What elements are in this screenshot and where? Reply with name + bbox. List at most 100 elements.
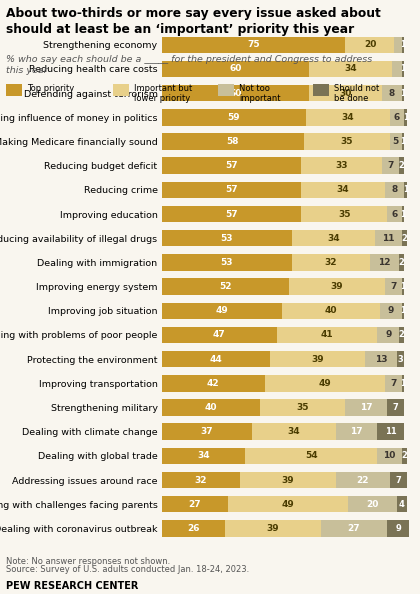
Bar <box>162 109 306 125</box>
Text: 6: 6 <box>394 113 400 122</box>
Text: 27: 27 <box>348 524 360 533</box>
Bar <box>282 302 380 319</box>
Text: 9: 9 <box>395 524 401 533</box>
Text: PEW RESEARCH CENTER: PEW RESEARCH CENTER <box>6 581 139 591</box>
Text: Not too
important: Not too important <box>239 84 281 103</box>
Bar <box>402 85 404 102</box>
Text: 7: 7 <box>388 161 394 170</box>
Text: 35: 35 <box>341 137 353 146</box>
Text: 1: 1 <box>400 137 406 146</box>
Bar <box>348 496 397 513</box>
Bar <box>402 448 407 464</box>
Text: 1: 1 <box>400 379 406 388</box>
Text: 59: 59 <box>228 113 240 122</box>
Text: 9: 9 <box>385 330 391 340</box>
Bar <box>291 230 375 247</box>
Bar <box>162 496 228 513</box>
Bar <box>277 327 377 343</box>
Text: 32: 32 <box>325 258 337 267</box>
Text: 35: 35 <box>338 210 350 219</box>
Bar <box>390 472 407 488</box>
Bar <box>375 230 402 247</box>
Bar <box>397 351 404 367</box>
Bar <box>382 85 402 102</box>
Bar <box>345 37 394 53</box>
Bar <box>365 351 397 367</box>
Text: 17: 17 <box>360 403 373 412</box>
Bar <box>392 61 402 77</box>
Bar <box>397 496 407 513</box>
Bar <box>387 399 404 416</box>
Text: 54: 54 <box>305 451 318 460</box>
Text: 49: 49 <box>215 307 228 315</box>
Bar <box>162 375 265 391</box>
Bar <box>387 520 409 536</box>
Bar <box>402 61 404 77</box>
Text: 42: 42 <box>207 379 220 388</box>
Bar <box>162 279 289 295</box>
Bar <box>402 37 404 53</box>
Bar <box>402 375 404 391</box>
Text: 35: 35 <box>297 403 309 412</box>
Bar <box>385 375 402 391</box>
Text: 40: 40 <box>205 403 217 412</box>
Text: 9: 9 <box>388 307 394 315</box>
Text: 12: 12 <box>378 258 391 267</box>
Text: 34: 34 <box>288 427 300 436</box>
Text: 34: 34 <box>327 233 339 243</box>
Text: 37: 37 <box>201 427 213 436</box>
Text: Top priority: Top priority <box>27 84 75 93</box>
Text: Source: Survey of U.S. adults conducted Jan. 18-24, 2023.: Source: Survey of U.S. adults conducted … <box>6 565 249 574</box>
Bar <box>162 206 302 222</box>
Bar <box>402 133 404 150</box>
Bar <box>162 327 277 343</box>
Text: 2: 2 <box>402 451 407 460</box>
Bar <box>226 520 321 536</box>
Text: 58: 58 <box>226 137 239 146</box>
Bar <box>399 157 404 174</box>
Text: 57: 57 <box>225 185 238 194</box>
Text: 34: 34 <box>337 185 349 194</box>
Bar <box>162 302 282 319</box>
Text: Should not
be done: Should not be done <box>334 84 379 103</box>
Text: 8: 8 <box>389 89 395 97</box>
Text: 2: 2 <box>399 258 405 267</box>
Text: 4: 4 <box>399 500 405 509</box>
Text: 34: 34 <box>197 451 210 460</box>
Text: 11: 11 <box>382 233 394 243</box>
Bar <box>162 520 226 536</box>
Text: Note: No answer responses not shown.: Note: No answer responses not shown. <box>6 557 171 566</box>
Bar <box>370 254 399 271</box>
Bar <box>336 472 390 488</box>
Bar <box>162 399 260 416</box>
Text: % who say each should be a _____ for the president and Congress to address
this : % who say each should be a _____ for the… <box>6 55 373 75</box>
Bar <box>291 254 370 271</box>
Text: 7: 7 <box>390 282 396 291</box>
Bar <box>162 351 270 367</box>
Bar <box>385 182 404 198</box>
Text: 26: 26 <box>187 524 200 533</box>
Text: 34: 34 <box>344 64 357 74</box>
Bar <box>252 424 336 440</box>
Bar <box>345 399 387 416</box>
Text: 39: 39 <box>281 476 294 485</box>
Text: 3: 3 <box>398 355 404 364</box>
Bar <box>399 327 404 343</box>
Text: 1: 1 <box>403 113 408 122</box>
Bar <box>387 206 402 222</box>
Bar <box>245 448 377 464</box>
Text: 22: 22 <box>356 476 369 485</box>
Text: 1: 1 <box>403 185 408 194</box>
Bar <box>162 37 345 53</box>
Bar <box>336 424 377 440</box>
Bar <box>399 254 404 271</box>
Text: 34: 34 <box>341 113 354 122</box>
Text: 39: 39 <box>311 355 323 364</box>
Text: 49: 49 <box>318 379 331 388</box>
Text: 44: 44 <box>209 355 222 364</box>
Text: 1: 1 <box>400 89 406 97</box>
Text: 10: 10 <box>383 451 396 460</box>
Text: 57: 57 <box>225 161 238 170</box>
Bar <box>309 61 392 77</box>
Text: 7: 7 <box>393 403 399 412</box>
